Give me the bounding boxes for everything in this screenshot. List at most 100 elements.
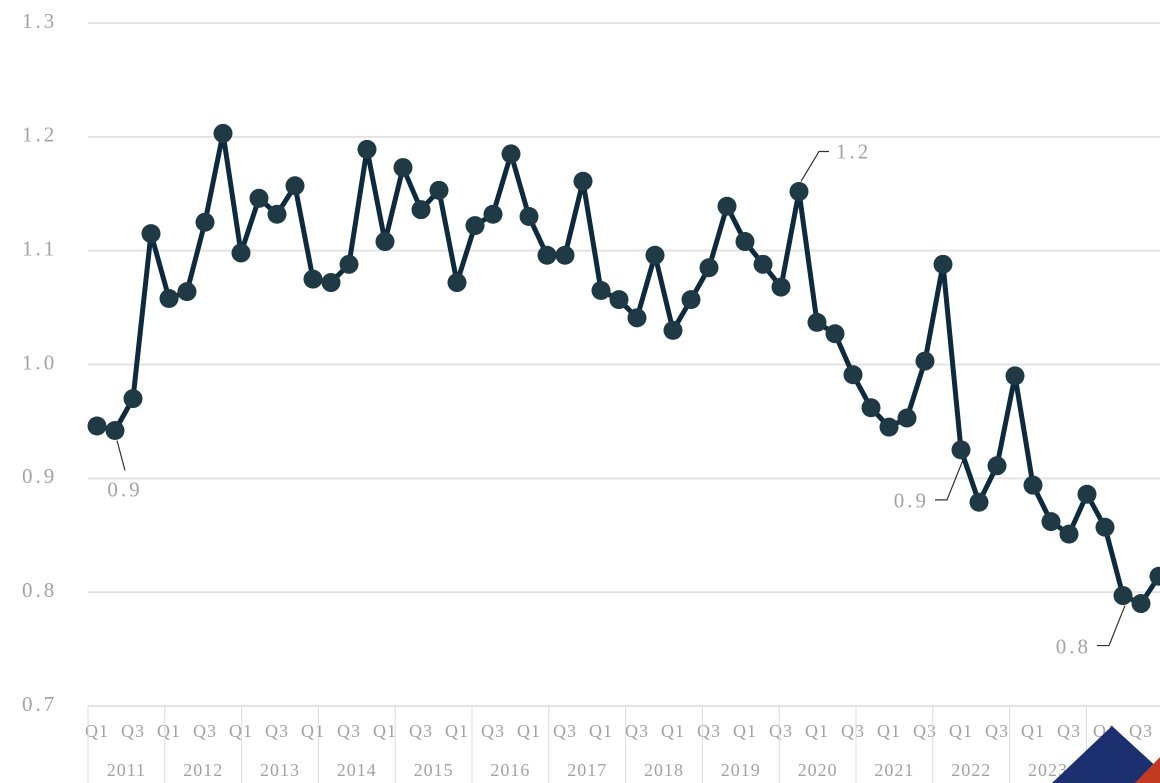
x-group-label: 2017 (567, 760, 607, 780)
x-tick-label: Q1 (517, 721, 541, 741)
data-point (519, 207, 539, 227)
x-group-label: 2022 (951, 760, 991, 780)
data-point (951, 440, 971, 460)
y-tick-label: 1.0 (22, 350, 57, 374)
y-tick-label: 0.8 (22, 578, 57, 602)
x-tick-label: Q1 (733, 721, 757, 741)
data-point (411, 200, 431, 220)
data-point (105, 421, 125, 441)
x-group-label: 2020 (798, 760, 838, 780)
data-point (825, 324, 845, 344)
x-tick-label: Q1 (301, 721, 325, 741)
data-point (663, 320, 683, 340)
data-point (393, 158, 413, 178)
x-tick-label: Q3 (337, 721, 361, 741)
data-point (555, 245, 575, 265)
data-point (717, 196, 737, 216)
data-point (195, 212, 215, 232)
data-point (267, 204, 287, 224)
data-point (1041, 512, 1061, 532)
data-point (87, 416, 107, 436)
annotation-leader (116, 440, 126, 471)
x-tick-label: Q1 (229, 721, 253, 741)
x-group-label: 2023 (1028, 760, 1068, 780)
x-group-label: 2011 (107, 760, 146, 780)
annotation-leader (935, 459, 964, 501)
annotation-leader (800, 150, 829, 182)
data-point (465, 216, 485, 236)
data-point (681, 290, 701, 310)
data-point (915, 351, 935, 371)
data-point (933, 254, 953, 274)
data-point (483, 204, 503, 224)
data-point (645, 245, 665, 265)
x-tick-label: Q3 (985, 721, 1009, 741)
data-point (1149, 566, 1160, 586)
x-group-label: 2014 (337, 760, 377, 780)
data-point (159, 288, 179, 308)
data-point (627, 308, 647, 328)
x-tick-label: Q1 (1021, 721, 1045, 741)
data-point (807, 312, 827, 332)
data-point (771, 277, 791, 297)
y-tick-label: 0.7 (22, 692, 57, 716)
data-point (789, 181, 809, 201)
x-tick-label: Q3 (1129, 721, 1153, 741)
x-tick-label: Q1 (373, 721, 397, 741)
data-point (141, 224, 161, 244)
data-point (501, 144, 521, 164)
data-point (303, 269, 323, 289)
logo (1052, 726, 1160, 783)
data-point (699, 258, 719, 278)
x-group-label: 2021 (874, 760, 914, 780)
data-point (861, 398, 881, 418)
data-point (249, 188, 269, 208)
y-tick-label: 1.2 (22, 123, 57, 147)
data-point (1059, 524, 1079, 544)
logo-shape (1135, 757, 1160, 783)
x-tick-label: Q3 (841, 721, 865, 741)
x-tick-label: Q1 (949, 721, 973, 741)
x-group-label: 2015 (414, 760, 454, 780)
data-point (447, 273, 467, 293)
data-point (213, 123, 233, 143)
x-tick-label: Q3 (769, 721, 793, 741)
y-tick-label: 0.9 (22, 464, 57, 488)
x-tick-label: Q3 (121, 721, 145, 741)
data-point (339, 254, 359, 274)
x-tick-label: Q1 (445, 721, 469, 741)
data-point (231, 243, 251, 263)
x-tick-label: Q3 (265, 721, 289, 741)
x-tick-label: Q1 (661, 721, 685, 741)
data-point (1113, 586, 1133, 606)
x-tick-label: Q3 (553, 721, 577, 741)
x-group-label: 2018 (644, 760, 684, 780)
y-tick-label: 1.3 (22, 9, 57, 33)
x-tick-label: Q3 (913, 721, 937, 741)
x-tick-label: Q3 (193, 721, 217, 741)
data-point (429, 180, 449, 200)
data-point (591, 281, 611, 301)
data-point (123, 389, 143, 409)
data-label: 0.8 (1056, 634, 1091, 658)
data-point (987, 456, 1007, 476)
data-point (321, 273, 341, 293)
data-point (609, 290, 629, 310)
x-tick-label: Q1 (877, 721, 901, 741)
data-point (537, 245, 557, 265)
data-point (1005, 366, 1025, 386)
x-tick-label: Q3 (697, 721, 721, 741)
x-tick-label: Q3 (1057, 721, 1081, 741)
data-label: 1.2 (836, 139, 871, 163)
data-point (753, 254, 773, 274)
x-group-label: 2019 (721, 760, 761, 780)
annotation-leader (1097, 605, 1126, 647)
x-group-label: 2016 (490, 760, 530, 780)
y-tick-label: 1.1 (22, 236, 57, 260)
x-tick-label: Q3 (409, 721, 433, 741)
data-point (735, 232, 755, 252)
data-point (897, 408, 917, 428)
x-tick-label: Q3 (625, 721, 649, 741)
data-point (357, 139, 377, 159)
